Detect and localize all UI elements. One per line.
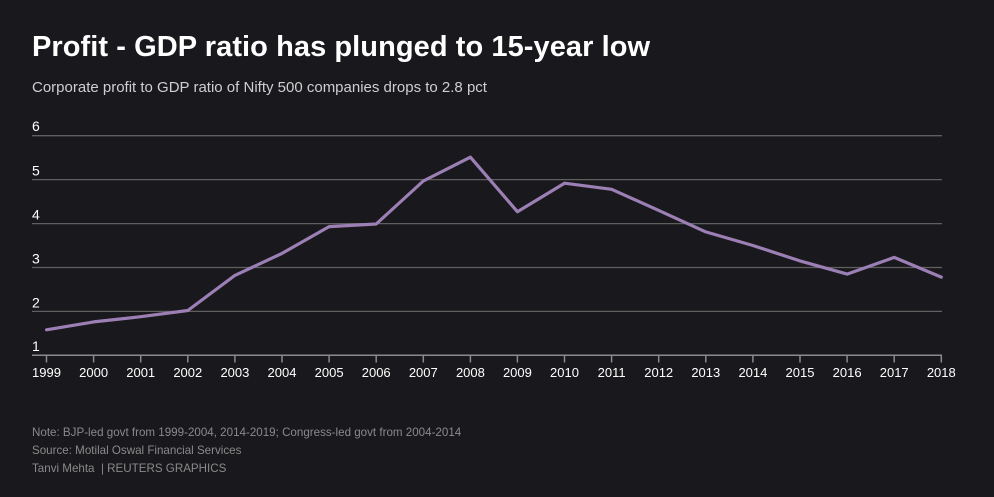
svg-text:1999: 1999 [32, 365, 61, 380]
svg-text:3: 3 [32, 251, 40, 267]
svg-text:2006: 2006 [362, 365, 391, 380]
svg-text:2001: 2001 [126, 365, 155, 380]
svg-text:2002: 2002 [173, 365, 202, 380]
svg-text:2005: 2005 [315, 365, 344, 380]
svg-text:2009: 2009 [503, 365, 532, 380]
svg-text:2016: 2016 [833, 365, 862, 380]
svg-text:2008: 2008 [456, 365, 485, 380]
svg-text:2013: 2013 [691, 365, 720, 380]
svg-text:2003: 2003 [220, 365, 249, 380]
svg-text:1: 1 [32, 338, 40, 354]
svg-text:2: 2 [32, 295, 40, 311]
svg-text:4: 4 [32, 207, 40, 223]
svg-text:2014: 2014 [738, 365, 767, 380]
svg-text:2017: 2017 [880, 365, 909, 380]
svg-text:2000: 2000 [79, 365, 108, 380]
svg-text:2010: 2010 [550, 365, 579, 380]
svg-text:2007: 2007 [409, 365, 438, 380]
svg-text:6: 6 [32, 118, 40, 134]
svg-text:2012: 2012 [644, 365, 673, 380]
svg-text:2011: 2011 [598, 365, 626, 380]
svg-text:5: 5 [32, 163, 40, 179]
svg-text:2004: 2004 [268, 365, 297, 380]
svg-text:2015: 2015 [786, 365, 815, 380]
svg-text:2018: 2018 [927, 365, 956, 380]
